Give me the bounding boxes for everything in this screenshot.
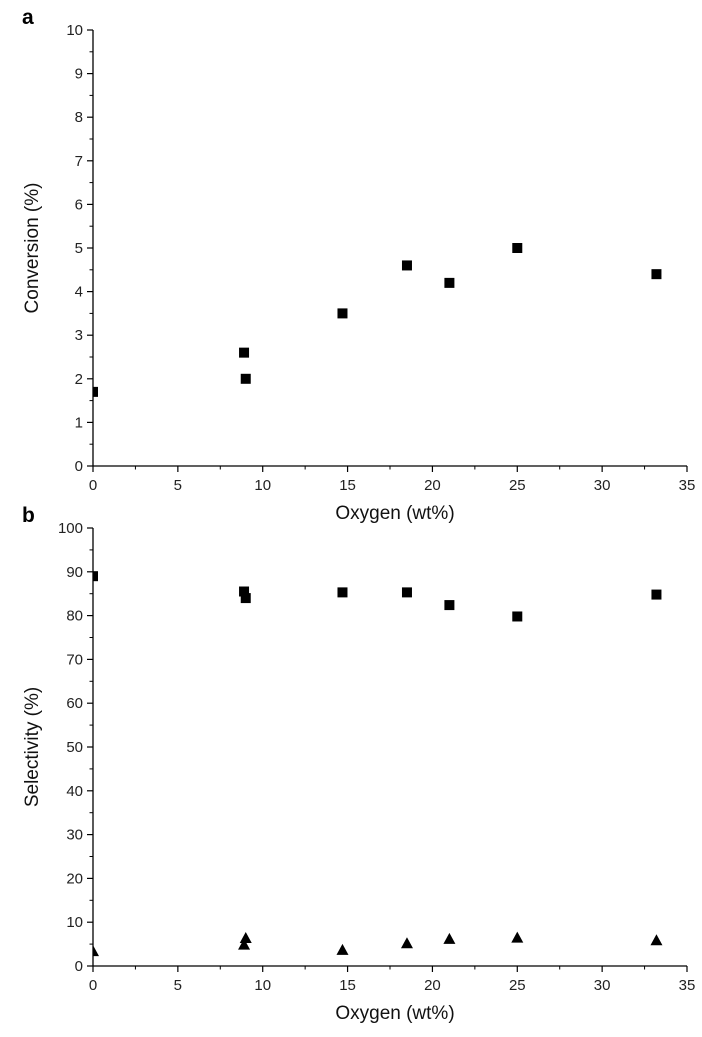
data-point-square [239, 347, 250, 358]
x-tick-label: 25 [509, 477, 526, 494]
x-axis-title: Oxygen (wt%) [335, 1003, 454, 1024]
panel-b: 0 10 20 30 40 50 60 70 80 90 100 0 5 10 15 20 25 30 35 Oxyg… [22, 504, 695, 1024]
y-axis-title: Selectivity (%) [22, 687, 43, 807]
y-tick-label: 90 [66, 564, 83, 581]
data-point-triangle [336, 943, 349, 955]
y-tick-label: 1 [75, 414, 83, 431]
data-point-square [651, 269, 662, 280]
y-tick-label: 70 [66, 651, 83, 668]
data-point-square [337, 587, 348, 598]
y-tick-label: 20 [66, 870, 83, 887]
x-tick-label: 10 [254, 977, 271, 994]
panel-label: a [22, 6, 34, 29]
data-point-square [512, 611, 523, 622]
data-point-square [240, 593, 251, 604]
y-tick-label: 6 [75, 196, 83, 213]
y-tick-label: 40 [66, 783, 83, 800]
x-tick-label: 10 [254, 477, 271, 494]
x-axis-title: Oxygen (wt%) [335, 503, 454, 524]
x-tick-label: 20 [424, 477, 441, 494]
y-tick-label: 3 [75, 327, 83, 344]
x-tick-label: 0 [89, 477, 97, 494]
x-tick-label: 5 [174, 477, 182, 494]
y-tick-label: 30 [66, 827, 83, 844]
data-point-square [444, 600, 455, 611]
data-point-square [239, 586, 250, 597]
y-tick-label: 5 [75, 240, 83, 257]
x-tick-label: 0 [89, 977, 97, 994]
y-tick-label: 0 [75, 458, 83, 475]
series-triangle [93, 931, 663, 957]
data-point-triangle [650, 934, 663, 946]
x-tick-label: 15 [339, 477, 356, 494]
x-tick-label: 5 [174, 977, 182, 994]
x-tick-label: 15 [339, 977, 356, 994]
x-tick-label: 30 [594, 477, 611, 494]
panel-label: b [22, 504, 35, 527]
x-tick-label: 35 [679, 977, 696, 994]
series-square [93, 571, 662, 622]
panel-a: 0 1 2 3 4 5 6 7 8 9 10 0 5 10 15 20 25 30 35 Oxygen (wt%) Co… [22, 6, 695, 524]
data-point-triangle [93, 945, 99, 957]
x-tick-label: 30 [594, 977, 611, 994]
y-tick-label: 100 [58, 520, 83, 537]
data-point-square [512, 243, 523, 253]
x-tick-label: 35 [679, 477, 696, 494]
y-tick-label: 4 [75, 284, 83, 301]
y-tick-label: 60 [66, 695, 83, 712]
y-tick-label: 8 [75, 109, 83, 126]
data-point-square [651, 589, 662, 600]
data-point-triangle [443, 932, 456, 944]
y-tick-label: 9 [75, 66, 83, 83]
y-axis-title: Conversion (%) [22, 183, 43, 314]
data-point-triangle [239, 932, 252, 944]
data-point-square [240, 373, 251, 384]
data-point-triangle [238, 938, 251, 950]
x-tick-label: 25 [509, 977, 526, 994]
x-tick-label: 20 [424, 977, 441, 994]
data-point-square [444, 277, 455, 288]
data-point-square [93, 386, 98, 397]
data-point-square [401, 260, 412, 271]
y-tick-label: 10 [66, 914, 83, 931]
y-tick-label: 80 [66, 608, 83, 625]
data-point-square [337, 308, 348, 319]
y-tick-label: 7 [75, 153, 83, 170]
data-point-triangle [511, 931, 524, 943]
y-tick-label: 2 [75, 371, 83, 388]
y-tick-label: 50 [66, 739, 83, 756]
data-point-square [93, 571, 98, 582]
y-tick-label: 0 [75, 958, 83, 975]
data-point-triangle [400, 937, 413, 949]
y-tick-label: 10 [66, 22, 83, 39]
series-square [93, 243, 662, 397]
data-point-square [401, 587, 412, 598]
